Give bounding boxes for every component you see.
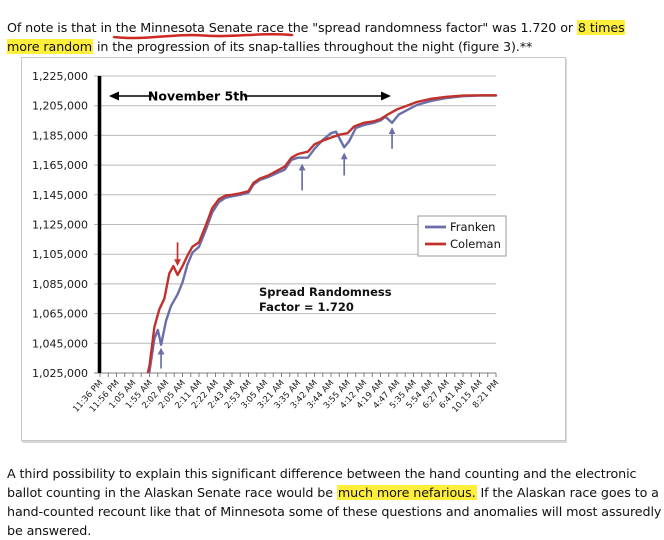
arrow-right-icon: [381, 91, 391, 101]
coleman-down-arrow: [174, 242, 181, 267]
legend-label-coleman: Coleman: [450, 237, 501, 251]
highlight-much-more-nefarious: much more nefarious.: [336, 484, 477, 500]
top-paragraph: Of note is that in the Minnesota Senate …: [7, 18, 660, 56]
series-line-franken: [147, 94, 498, 373]
legend: Franken Coleman: [417, 215, 507, 257]
svg-text:1,105,000: 1,105,000: [32, 248, 88, 261]
svg-text:1,085,000: 1,085,000: [32, 278, 88, 291]
arrow-left-icon: [109, 91, 119, 101]
svg-text:1,185,000: 1,185,000: [32, 129, 88, 142]
svg-text:1,125,000: 1,125,000: [32, 219, 88, 232]
svg-text:1,045,000: 1,045,000: [32, 337, 88, 350]
svg-text:Spread Randomness: Spread Randomness: [259, 285, 392, 299]
minnesota-underline: the Minnesota Senate race: [112, 19, 294, 39]
top-paragraph-text-2: the "spread randomness factor" was 1.720…: [283, 19, 577, 35]
y-axis: 1,025,000 1,045,000 1,065,000 1,085,000 1,10…: [32, 70, 496, 380]
figure-3-vote-tally-chart: 1,025,000 1,045,000 1,065,000 1,085,000 1,10…: [21, 57, 566, 441]
svg-text:1,225,000: 1,225,000: [32, 70, 88, 83]
november-5th-label: November 5th: [148, 89, 248, 104]
series-line-coleman: [146, 94, 498, 373]
svg-text:1,025,000: 1,025,000: [32, 367, 88, 380]
franken-up-arrows: [157, 127, 396, 369]
svg-text:Factor = 1.720: Factor = 1.720: [259, 300, 354, 314]
svg-text:1,145,000: 1,145,000: [32, 189, 88, 202]
svg-text:1,205,000: 1,205,000: [32, 100, 88, 113]
bottom-paragraph: A third possibility to explain this sign…: [7, 464, 662, 540]
svg-text:1,165,000: 1,165,000: [32, 159, 88, 172]
legend-label-franken: Franken: [450, 220, 495, 234]
top-paragraph-text-1: Of note is that in: [7, 19, 116, 35]
underlined-text: the Minnesota Senate race: [115, 19, 284, 35]
vote-tally-line-chart: 1,025,000 1,045,000 1,065,000 1,085,000 1,10…: [32, 70, 507, 415]
bottom-paragraph-text-1: A third possibility to explain this sign…: [7, 465, 637, 500]
november-5th-annotation: November 5th: [109, 87, 391, 104]
svg-text:1,065,000: 1,065,000: [32, 308, 88, 321]
top-paragraph-text-3: in the progression of its snap-tallies t…: [93, 38, 533, 54]
